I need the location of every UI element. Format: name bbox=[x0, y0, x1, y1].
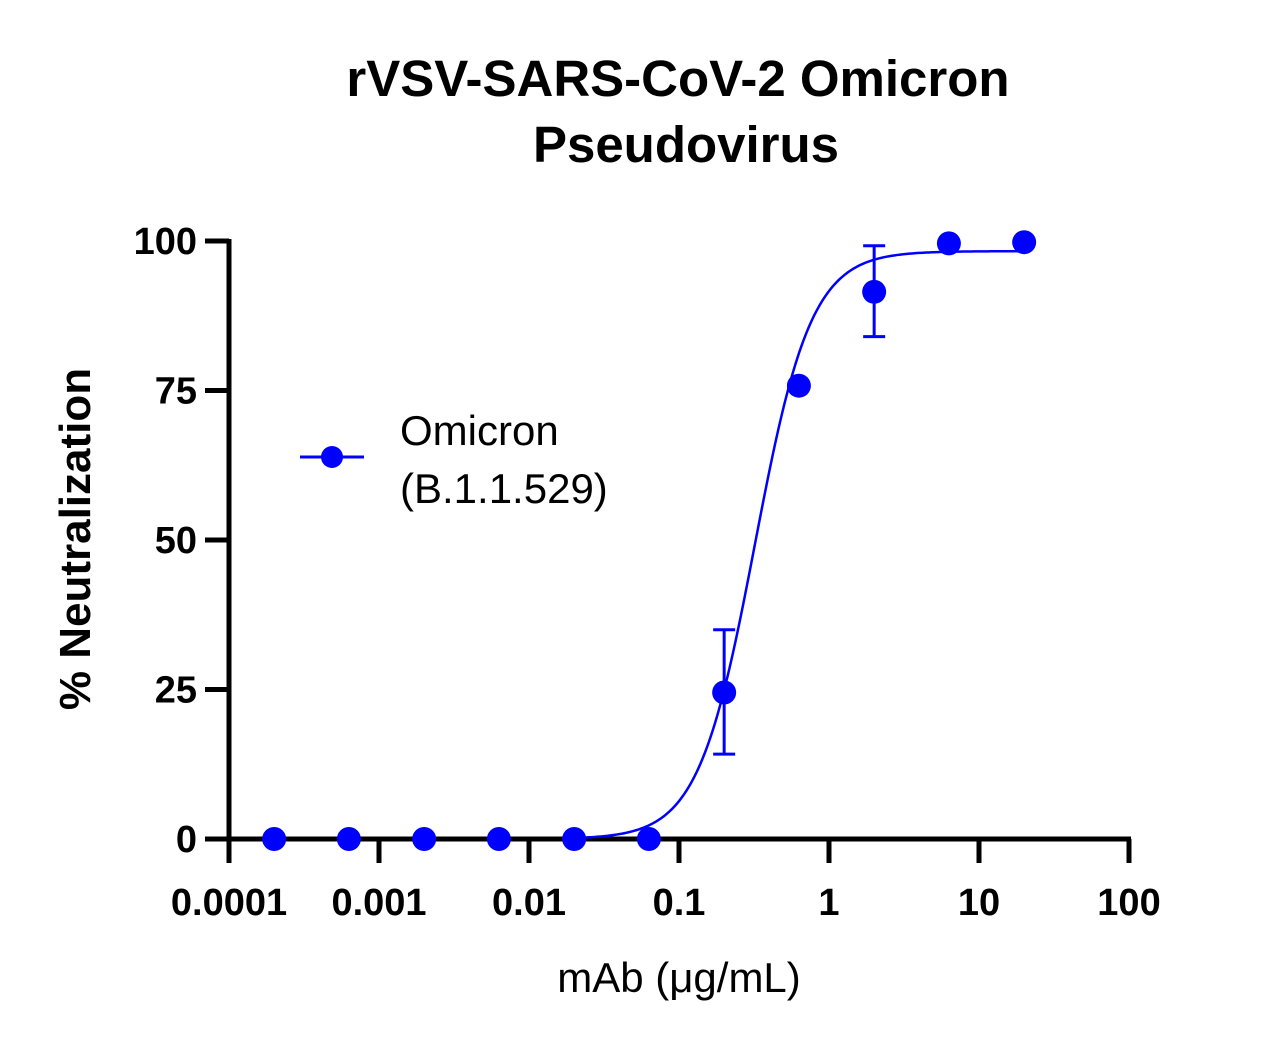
legend-point-marker bbox=[321, 446, 343, 468]
fit-curve bbox=[574, 249, 1025, 840]
x-tick-label: 0.001 bbox=[331, 882, 426, 924]
data-point bbox=[262, 827, 287, 851]
data-point bbox=[636, 827, 661, 851]
legend-label-line-1: Omicron bbox=[400, 407, 559, 454]
legend-label-line-2: (B.1.1.529) bbox=[400, 465, 608, 512]
y-tick-label: 100 bbox=[134, 221, 197, 263]
y-axis-ticks: 0 25 50 75 100 bbox=[134, 221, 229, 861]
y-axis-label: % Neutralization bbox=[51, 368, 100, 710]
data-point bbox=[562, 827, 587, 851]
data-point bbox=[862, 279, 887, 304]
data-point bbox=[412, 827, 437, 851]
error-bars-layer bbox=[713, 244, 886, 756]
y-tick-label: 75 bbox=[155, 371, 197, 413]
y-tick-label: 25 bbox=[155, 670, 197, 712]
data-point bbox=[936, 231, 961, 256]
data-point bbox=[712, 680, 737, 705]
y-tick-label: 0 bbox=[176, 819, 197, 861]
data-point bbox=[1012, 230, 1037, 255]
x-tick-label: 0.1 bbox=[653, 882, 706, 924]
data-point bbox=[486, 827, 511, 851]
x-tick-label: 100 bbox=[1097, 882, 1160, 924]
x-tick-label: 0.0001 bbox=[171, 882, 287, 924]
y-tick-label: 50 bbox=[155, 520, 197, 562]
data-point bbox=[336, 827, 361, 851]
x-tick-label: 1 bbox=[818, 882, 839, 924]
chart-title-line-1: rVSV-SARS-CoV-2 Omicron bbox=[346, 50, 1009, 107]
x-axis-label: mAb (μg/mL) bbox=[557, 954, 801, 1001]
x-tick-label: 0.01 bbox=[492, 882, 566, 924]
chart-title-line-2: Pseudovirus bbox=[533, 116, 839, 173]
legend: Omicron (B.1.1.529) bbox=[300, 407, 608, 512]
data-point bbox=[786, 373, 811, 398]
axes bbox=[226, 239, 1131, 842]
x-tick-label: 10 bbox=[958, 882, 1000, 924]
fit-curve-layer bbox=[574, 249, 1025, 840]
data-points-layer bbox=[262, 230, 1037, 851]
x-axis-ticks: 0.0001 0.001 0.01 0.1 1 10 100 bbox=[171, 839, 1161, 924]
